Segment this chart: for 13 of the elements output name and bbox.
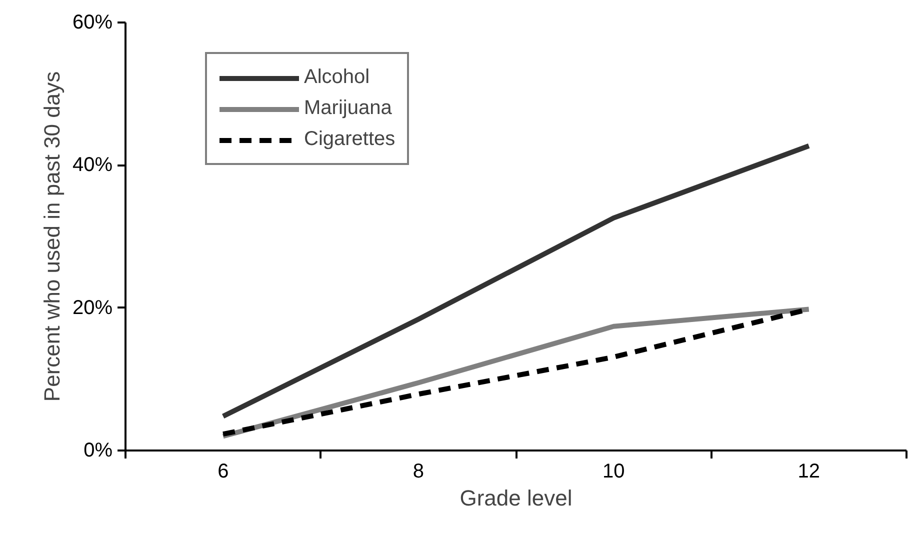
y-axis-title: Percent who used in past 30 days	[39, 71, 64, 402]
legend-label: Alcohol	[304, 66, 370, 89]
y-tick-label: 0%	[84, 440, 113, 462]
x-axis-title: Grade level	[460, 486, 572, 510]
legend-label: Marijuana	[304, 97, 392, 120]
x-tick-label: 10	[602, 460, 625, 482]
x-tick-label: 8	[412, 460, 424, 482]
y-tick-label: 20%	[72, 296, 113, 319]
x-tick-label: 12	[798, 460, 820, 482]
legend-label: Cigarettes	[304, 128, 396, 151]
x-tick-label: 6	[218, 460, 229, 482]
y-tick-label: 40%	[72, 154, 113, 176]
y-tick-label: 60%	[72, 12, 113, 34]
